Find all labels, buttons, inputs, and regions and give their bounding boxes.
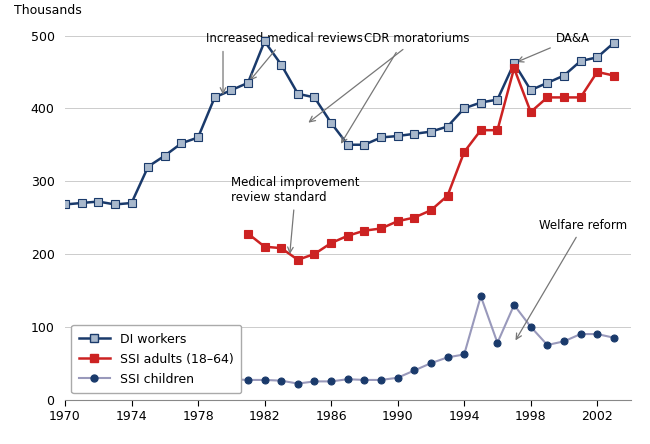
Text: Increased medical reviews: Increased medical reviews — [207, 32, 363, 79]
Text: Thousands: Thousands — [14, 4, 82, 17]
Text: CDR moratoriums: CDR moratoriums — [309, 32, 470, 122]
Text: DA&A: DA&A — [518, 32, 590, 62]
Legend: DI workers, SSI adults (18–64), SSI children: DI workers, SSI adults (18–64), SSI chil… — [72, 325, 241, 393]
Text: Welfare reform: Welfare reform — [516, 219, 627, 339]
Text: Medical improvement
review standard: Medical improvement review standard — [231, 176, 360, 253]
